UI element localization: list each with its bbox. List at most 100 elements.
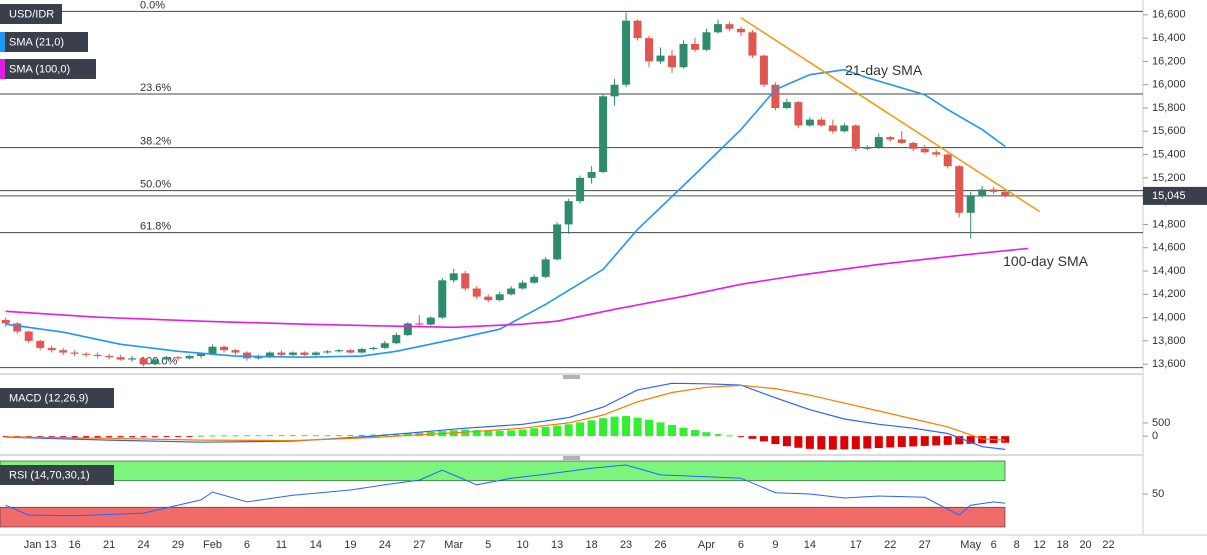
candle-body <box>36 340 45 348</box>
histogram-bar <box>633 417 642 437</box>
candle-body <box>622 20 631 85</box>
histogram-bar <box>943 436 952 445</box>
candle-body <box>507 288 516 295</box>
histogram-bar <box>874 436 883 449</box>
histogram-bar <box>920 436 929 446</box>
candle-body <box>656 55 665 62</box>
histogram-bar <box>828 436 837 450</box>
x-tick-label: 12 <box>1033 539 1045 551</box>
legend-box <box>0 4 62 24</box>
candle-body <box>93 354 102 357</box>
y-tick-label: 16,200 <box>1152 55 1186 67</box>
histogram-bar <box>541 426 550 437</box>
histogram-bar <box>209 435 216 437</box>
x-tick-label: Feb <box>203 539 222 551</box>
candle-body <box>610 84 619 97</box>
candle-body <box>805 119 814 126</box>
histogram-bar <box>37 436 44 438</box>
candle-body <box>277 352 286 355</box>
candle-body <box>472 288 481 297</box>
candle-body <box>599 96 608 173</box>
y-tick-label: 14,200 <box>1152 288 1186 300</box>
candle-body <box>82 353 91 355</box>
histogram-bar <box>656 422 665 437</box>
histogram-bar <box>840 436 849 450</box>
histogram-bar <box>805 436 814 449</box>
histogram-bar <box>668 425 677 437</box>
candle-body <box>932 152 941 155</box>
histogram-bar <box>1001 436 1010 443</box>
legend-label: MACD (12,26,9) <box>9 392 88 404</box>
y-tick-label: 16,000 <box>1152 79 1186 91</box>
candle-body <box>748 32 757 56</box>
x-tick-label: 6 <box>738 539 744 551</box>
x-tick-label: 14 <box>310 539 322 551</box>
y-tick-label: 15,600 <box>1152 125 1186 137</box>
legend-label: USD/IDR <box>9 8 54 20</box>
candle-body <box>668 55 677 68</box>
candle-body <box>24 331 33 341</box>
x-tick-label: 22 <box>1102 539 1114 551</box>
x-tick-label: 14 <box>804 539 816 551</box>
candle-body <box>174 357 183 359</box>
indicator-line <box>5 464 1006 517</box>
candle-body <box>47 347 56 351</box>
histogram-bar <box>140 436 147 438</box>
candle-body <box>438 280 447 318</box>
line-annotation: 100-day SMA <box>1003 253 1088 269</box>
histogram-bar <box>518 429 527 437</box>
candle-body <box>541 259 550 277</box>
candle-body <box>576 177 585 202</box>
histogram-bar <box>714 434 721 437</box>
candle-body <box>357 349 366 353</box>
indicator-line <box>5 68 1006 359</box>
x-tick-label: Jan 13 <box>24 539 57 551</box>
candle-body <box>966 195 975 213</box>
y-tick-label: 13,600 <box>1152 358 1186 370</box>
candle-body <box>208 346 217 354</box>
histogram-bar <box>83 436 90 438</box>
x-tick-label: 13 <box>551 539 563 551</box>
candle-body <box>288 352 297 355</box>
candle-body <box>311 352 320 355</box>
histogram-bar <box>679 427 688 437</box>
histogram-bar <box>152 436 159 438</box>
x-tick-label: 10 <box>517 539 529 551</box>
rsi-band <box>0 460 1006 482</box>
candle-body <box>484 296 493 301</box>
fib-label: 0.0% <box>140 0 165 11</box>
y-tick-label: 15,800 <box>1152 102 1186 114</box>
trendline <box>740 17 1041 213</box>
x-tick-label: 6 <box>991 539 997 551</box>
histogram-bar <box>748 436 757 439</box>
candle-body <box>426 317 435 325</box>
x-tick-label: 24 <box>379 539 391 551</box>
histogram-bar <box>932 436 941 446</box>
histogram-bar <box>117 436 124 438</box>
histogram-bar <box>60 436 67 438</box>
histogram-bar <box>495 430 504 437</box>
candle-body <box>139 358 148 365</box>
last-price-box <box>1143 186 1207 205</box>
histogram-bar <box>243 435 250 437</box>
histogram-bar <box>794 436 803 448</box>
panel-grip <box>563 375 580 460</box>
candle-body <box>220 346 229 351</box>
histogram-bar <box>255 435 262 437</box>
histogram-bar <box>726 435 733 437</box>
x-tick-label: Mar <box>444 539 463 551</box>
x-tick-label: 27 <box>413 539 425 551</box>
candle-body <box>702 32 711 50</box>
x-tick-label: 19 <box>344 539 356 551</box>
candle-body <box>955 166 964 213</box>
histogram-bar <box>289 435 296 437</box>
y-tick-label: 14,600 <box>1152 242 1186 254</box>
legend-box <box>0 465 114 485</box>
histogram-bar <box>94 436 101 438</box>
fib-label: 23.6% <box>140 82 171 94</box>
y-tick-label: 0 <box>1152 430 1158 442</box>
candle-body <box>334 350 343 352</box>
x-tick-label: 21 <box>103 539 115 551</box>
y-tick-label: 15,400 <box>1152 148 1186 160</box>
histogram-bar <box>886 436 895 448</box>
